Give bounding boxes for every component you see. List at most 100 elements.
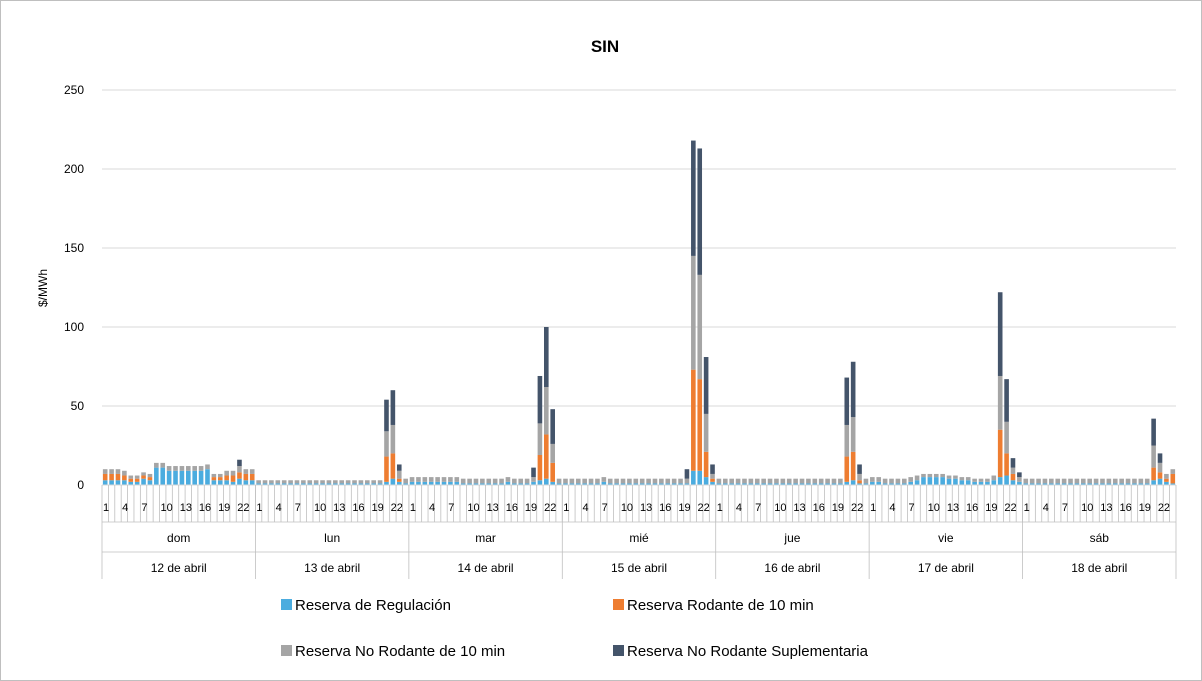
bar-segment (691, 140, 696, 256)
bar-segment (179, 470, 185, 485)
bar-segment (217, 473, 223, 478)
bar-segment (761, 483, 766, 485)
bar-segment (563, 478, 568, 484)
bar-segment (537, 480, 543, 485)
bars-layer (102, 140, 1176, 485)
bar-segment (659, 483, 664, 485)
hour-tick-label: 16 (352, 502, 364, 514)
bar-segment (237, 472, 242, 479)
bar-segment (403, 478, 408, 484)
bar-segment (237, 478, 242, 485)
bar-segment (288, 480, 293, 484)
bar-segment (281, 483, 287, 485)
hour-tick-label: 16 (506, 502, 518, 514)
y-tick-label: 50 (71, 399, 85, 413)
bar-segment (192, 470, 197, 485)
hour-tick-label: 19 (678, 502, 690, 514)
bar-segment (582, 483, 587, 485)
hour-tick-label: 19 (832, 502, 844, 514)
bar-segment (665, 478, 671, 484)
bar-segment (780, 478, 786, 484)
bar-segment (544, 387, 549, 435)
hour-tick-label: 19 (218, 502, 230, 514)
bar-segment (294, 480, 300, 484)
bar-segment (940, 477, 945, 485)
bar-segment (1112, 483, 1118, 485)
bar-segment (780, 483, 786, 485)
hour-tick-label: 7 (295, 502, 301, 514)
bar-segment (723, 483, 728, 485)
bar-segment (537, 375, 543, 424)
bar-segment (550, 409, 555, 444)
bar-segment (1170, 473, 1176, 484)
bar-segment (742, 483, 747, 485)
bar-segment (1112, 478, 1118, 484)
bar-segment (729, 478, 734, 484)
bar-segment (115, 473, 121, 481)
y-tick-label: 0 (77, 478, 84, 492)
bar-segment (499, 478, 504, 484)
bar-segment (595, 478, 600, 484)
date-label: 12 de abril (151, 561, 207, 575)
bar-segment (620, 478, 626, 484)
bar-segment (588, 483, 594, 485)
bar-segment (301, 480, 306, 484)
bar-segment (729, 483, 734, 485)
hour-tick-label: 1 (717, 502, 723, 514)
hour-tick-label: 22 (1004, 502, 1016, 514)
hour-tick-label: 7 (602, 502, 608, 514)
bar-segment (857, 483, 862, 485)
bar-segment (697, 148, 703, 275)
bar-segment (844, 481, 850, 485)
bar-segment (390, 453, 396, 479)
bar-segment (627, 483, 632, 485)
bar-segment (1081, 483, 1086, 485)
hour-tick-label: 16 (199, 502, 211, 514)
bar-segment (396, 470, 402, 479)
hour-tick-label: 22 (1158, 502, 1170, 514)
bar-segment (870, 477, 875, 482)
bar-segment (307, 480, 313, 484)
hour-tick-label: 19 (1139, 502, 1151, 514)
bar-segment (102, 469, 108, 474)
bar-segment (857, 464, 862, 474)
bar-segment (857, 473, 862, 481)
bar-segment (243, 480, 249, 485)
bar-segment (831, 478, 837, 484)
date-label: 18 de abril (1071, 561, 1127, 575)
hour-tick-label: 22 (237, 502, 249, 514)
bar-segment (422, 481, 428, 485)
bar-segment (1055, 478, 1061, 484)
bar-segment (703, 477, 709, 485)
bar-segment (531, 467, 536, 478)
bar-segment (697, 274, 703, 380)
bar-segment (128, 475, 134, 479)
bar-segment (850, 417, 856, 452)
bar-segment (186, 466, 191, 471)
bar-segment (544, 434, 549, 479)
bar-segment (512, 483, 517, 485)
bar-segment (844, 377, 850, 425)
bar-segment (774, 478, 779, 484)
bar-segment (844, 424, 850, 457)
bar-segment (1036, 478, 1041, 484)
hour-tick-label: 13 (180, 502, 192, 514)
bar-segment (1029, 483, 1035, 485)
bar-segment (588, 478, 594, 484)
hour-tick-label: 4 (582, 502, 588, 514)
bar-segment (115, 480, 121, 485)
bar-segment (882, 483, 888, 485)
bar-segment (134, 481, 140, 485)
bar-segment (997, 477, 1003, 485)
bar-segment (358, 483, 364, 485)
hour-tick-label: 10 (774, 502, 786, 514)
y-tick-label: 150 (64, 241, 84, 255)
bar-segment (109, 469, 114, 474)
hour-tick-label: 10 (1081, 502, 1093, 514)
legend-swatch (613, 645, 624, 656)
bar-segment (876, 477, 882, 482)
bar-segment (134, 478, 140, 482)
bar-segment (1061, 483, 1067, 485)
bar-segment (262, 483, 268, 485)
bar-segment (889, 483, 894, 485)
